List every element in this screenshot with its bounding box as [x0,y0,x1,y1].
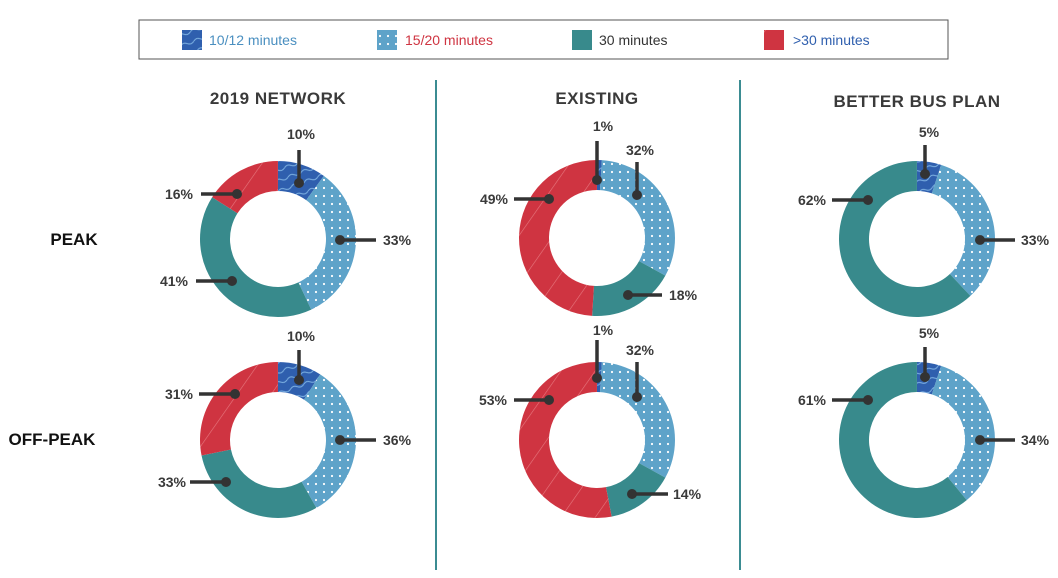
pct-label-gt30: 16% [165,186,194,202]
donut-segment-gt30 [212,161,278,214]
pct-label-30: 33% [158,474,187,490]
legend-swatch-30 [572,30,592,50]
column-title-better-bus-plan: BETTER BUS PLAN [833,92,1000,111]
donut-segment-15-20 [600,160,675,276]
leader-dot [335,435,345,445]
donut-segment-gt30 [518,160,597,316]
pct-label-gt30: 53% [479,392,508,408]
pct-label-30: 62% [798,192,827,208]
row-label-peak: PEAK [50,230,98,249]
legend: 10/12 minutes 15/20 minutes 30 minutes >… [138,19,949,60]
pct-label-15-20: 34% [1021,432,1050,448]
donut-segment-30 [200,197,312,317]
pct-label-30: 14% [673,486,702,502]
donut-segment-30 [201,449,317,518]
pct-label-10-12: 5% [919,124,940,140]
pct-label-gt30: 31% [165,386,194,402]
leader-dot [632,392,642,402]
legend-label-15-20: 15/20 minutes [405,32,493,48]
legend-swatch-15-20 [377,30,397,50]
legend-swatch-10-12 [182,30,202,50]
leader-dot [627,489,637,499]
pct-label-15-20: 33% [1021,232,1050,248]
leader-dot [544,194,554,204]
legend-label-gt30: >30 minutes [793,32,870,48]
leader-dot [335,235,345,245]
pct-label-30: 41% [160,273,189,289]
legend-swatch-gt30 [764,30,784,50]
pct-label-10-12: 10% [287,328,316,344]
pct-label-15-20: 32% [626,342,655,358]
pct-label-30: 61% [798,392,827,408]
pct-label-15-20: 33% [383,232,412,248]
leader-dot [227,276,237,286]
leader-dot [230,389,240,399]
pct-label-10-12: 5% [919,325,940,341]
donut-segment-15-20 [298,175,357,310]
pct-label-15-20: 36% [383,432,412,448]
leader-dot [294,375,304,385]
leader-dot [544,395,554,405]
donut-segment-10-12 [917,161,942,194]
pct-label-15-20: 32% [626,142,655,158]
donut-existing-off-peak: 1% 32% 14% 53% [479,322,702,518]
leader-dot [232,189,242,199]
pct-label-10-12: 1% [593,118,614,134]
leader-dot [294,178,304,188]
legend-frame [138,19,949,60]
donut-segment-15-20 [600,362,675,478]
leader-dot [863,195,873,205]
donut-segment-gt30 [200,362,278,456]
donut-better-bus-plan-off-peak: 5% 34% 61% [798,325,1050,518]
donut-segment-30 [605,463,666,517]
leader-dot [975,435,985,445]
donut-segment-15-20 [931,365,995,501]
leader-dot [920,169,930,179]
leader-dot [221,477,231,487]
pct-label-30: 18% [669,287,698,303]
leader-dot [592,175,602,185]
donuts-layer: 10% 33% 41% 16% 1% 32% 18% 49% 5% 33% 62% 10% 36% 33%… [158,118,1050,518]
donut-segment-15-20 [931,164,996,296]
pct-label-gt30: 49% [480,191,509,207]
donut-segment-30 [592,261,666,317]
donut-2019-network-peak: 10% 33% 41% 16% [160,126,412,317]
leader-dot [623,290,633,300]
leader-dot [592,373,602,383]
donut-2019-network-off-peak: 10% 36% 33% 31% [158,328,412,518]
leader-dot [632,190,642,200]
legend-label-30: 30 minutes [599,32,667,48]
donut-better-bus-plan-peak: 5% 33% 62% [798,124,1050,317]
leader-dot [920,372,930,382]
leader-dot [975,235,985,245]
donut-existing-peak: 1% 32% 18% 49% [480,118,698,317]
pct-label-10-12: 1% [593,322,614,338]
donut-segment-15-20 [301,374,356,508]
column-title-2019-network: 2019 NETWORK [210,89,347,108]
column-title-existing: EXISTING [555,89,638,108]
legend-label-10-12: 10/12 minutes [209,32,297,48]
leader-dot [863,395,873,405]
pct-label-10-12: 10% [287,126,316,142]
row-label-off-peak: OFF-PEAK [9,430,97,449]
